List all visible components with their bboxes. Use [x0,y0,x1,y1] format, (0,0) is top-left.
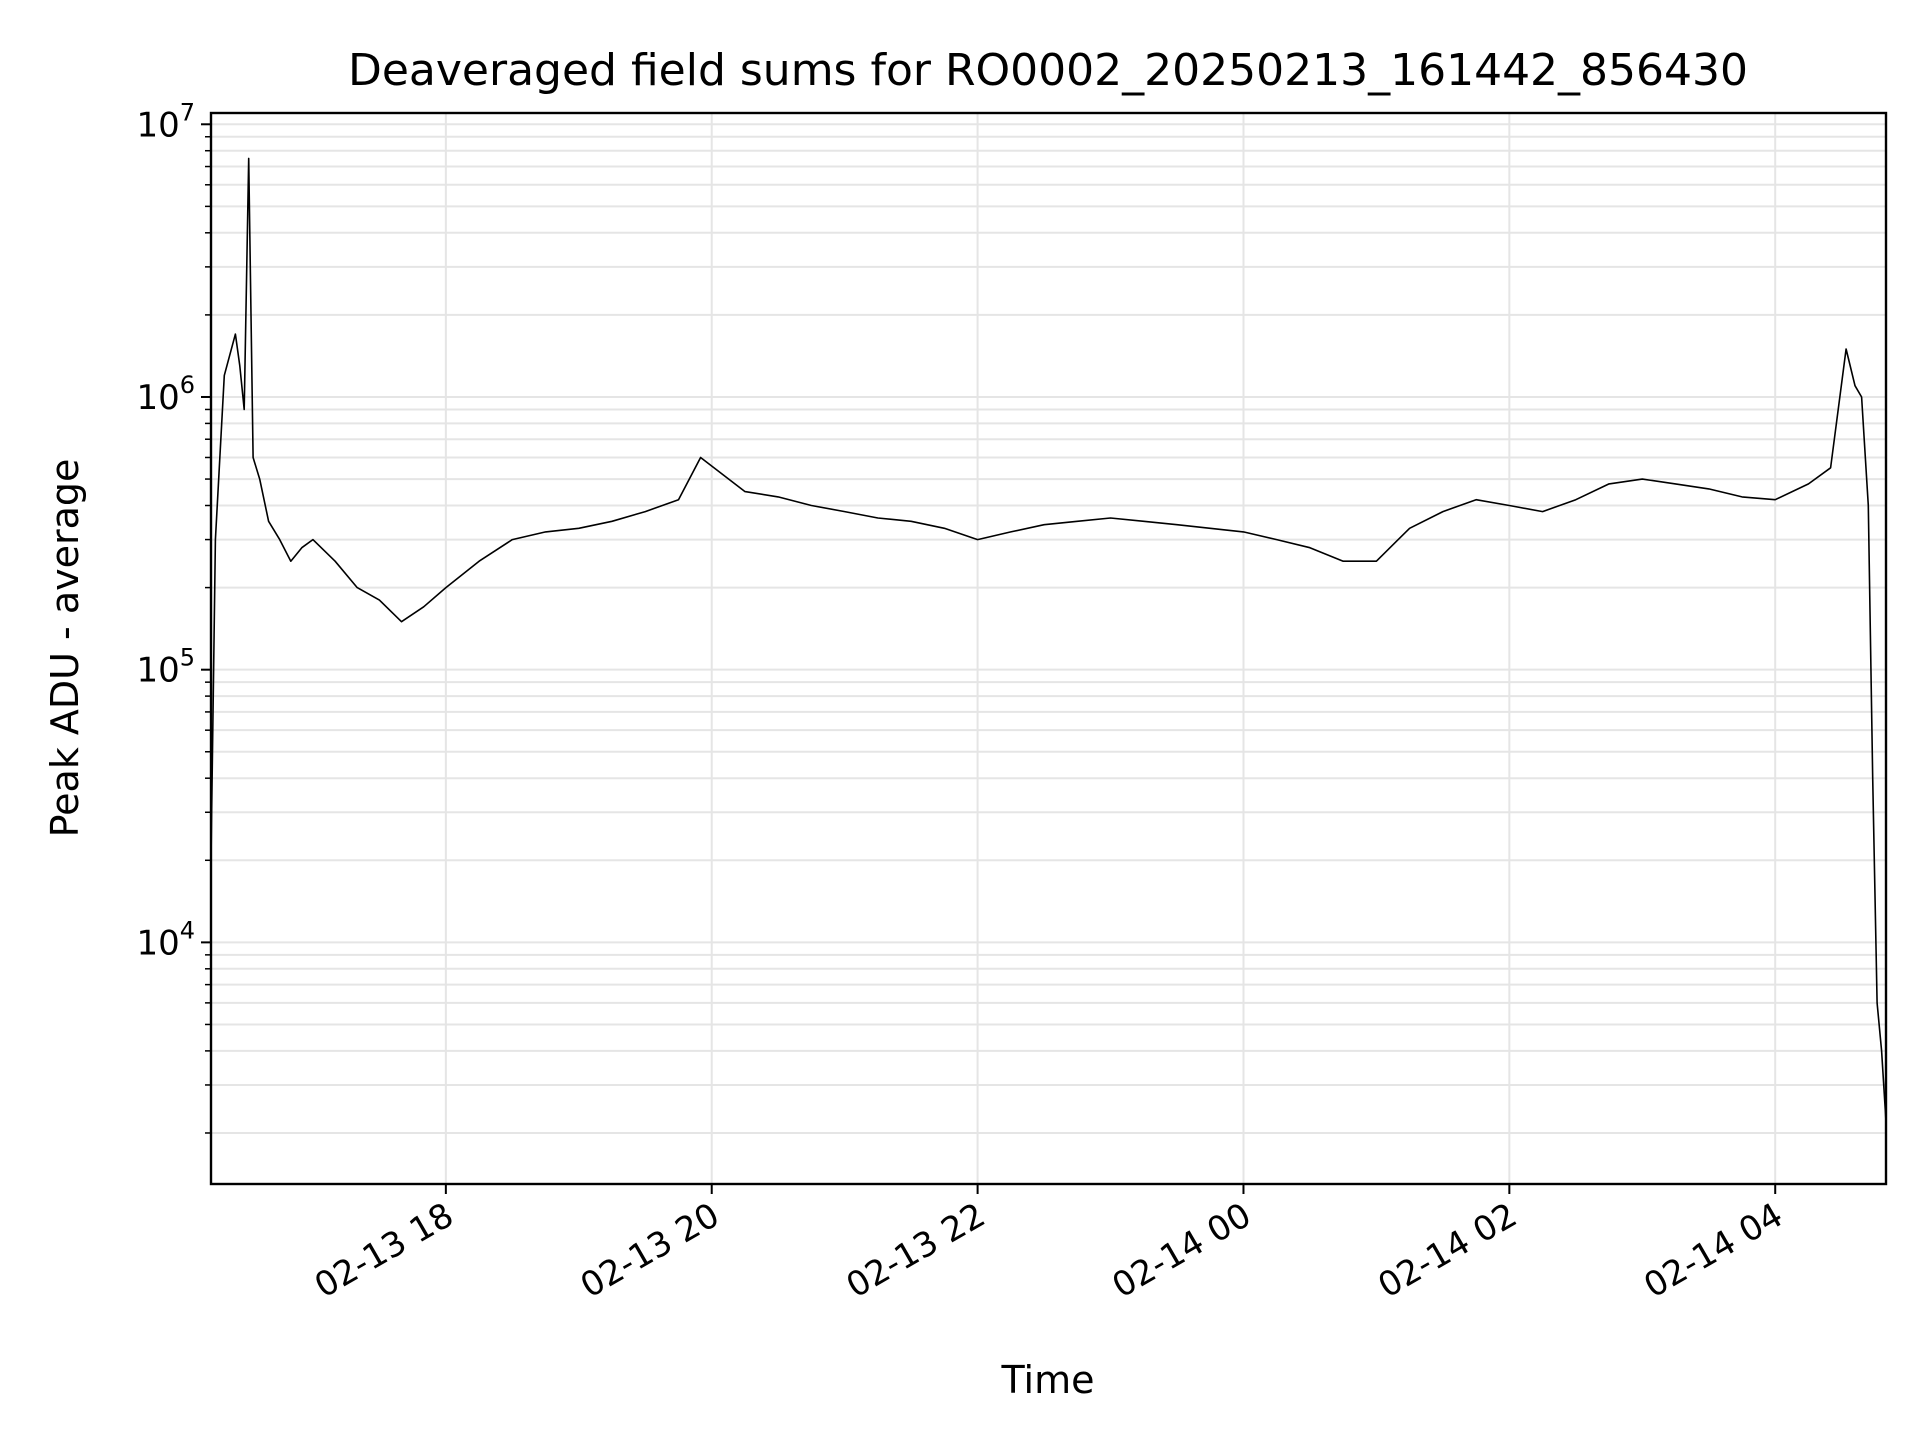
y-tick-label-exponent: 5 [180,644,195,672]
y-tick-label: 106 [136,371,195,418]
y-tick-label: 105 [136,644,195,691]
y-tick-label-base: 10 [136,105,179,145]
y-tick-label-base: 10 [136,651,179,691]
y-tick-label-exponent: 4 [180,916,195,944]
y-axis-label: Peak ADU - average [43,459,87,838]
y-tick-label-base: 10 [136,923,179,963]
series-line [210,157,1887,1122]
x-axis-label: Time [1001,1358,1095,1402]
chart-title: Deaveraged field sums for RO0002_2025021… [348,45,1748,96]
y-tick-label: 104 [136,916,195,963]
y-tick-label-exponent: 6 [180,371,195,399]
y-tick-label-exponent: 7 [180,98,195,126]
grid-layer [211,113,1886,1184]
y-tick-label-base: 10 [136,378,179,418]
y-tick-label: 107 [136,98,195,145]
plot-frame [209,111,1888,1186]
series-layer [210,157,1887,1122]
